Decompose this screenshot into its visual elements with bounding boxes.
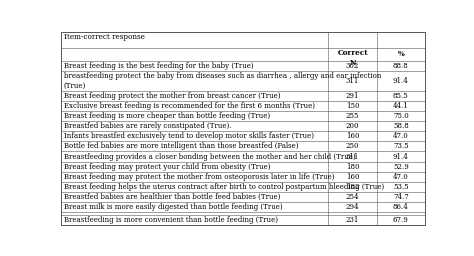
Text: 73.5: 73.5 [393,142,409,151]
Text: Infants breastfed exclusively tend to develop motor skills faster (True): Infants breastfed exclusively tend to de… [64,132,314,140]
Text: 74.7: 74.7 [393,193,409,201]
Text: Breast feeding is more cheaper than bottle feeding (True): Breast feeding is more cheaper than bott… [64,112,270,120]
Text: 160: 160 [346,173,359,181]
Text: Breast milk is more easily digested than bottle feeding (True): Breast milk is more easily digested than… [64,203,283,211]
Text: Breastfeeding provides a closer bonding between the mother and her child (True): Breastfeeding provides a closer bonding … [64,153,356,161]
Text: Bottle fed babies are more intelligent than those breastfed (False): Bottle fed babies are more intelligent t… [64,142,298,151]
Text: 291: 291 [346,92,359,100]
Text: 47.0: 47.0 [393,132,409,140]
Text: 150: 150 [346,102,359,110]
Text: 302: 302 [346,62,359,70]
Text: Breast feeding helps the uterus contract after birth to control postpartum bleed: Breast feeding helps the uterus contract… [64,183,384,191]
Text: 255: 255 [346,112,359,120]
Text: Item-correct response: Item-correct response [64,33,145,41]
Text: 47.0: 47.0 [393,173,409,181]
Text: Breastfeeding is more convenient than bottle feeding (True): Breastfeeding is more convenient than bo… [64,216,278,224]
Text: 67.9: 67.9 [393,216,409,224]
Text: 44.1: 44.1 [393,102,409,110]
Text: 294: 294 [346,203,359,211]
Text: Exclusive breast feeding is recommended for the first 6 months (True): Exclusive breast feeding is recommended … [64,102,315,110]
Text: 58.8: 58.8 [393,122,409,130]
Text: 52.9: 52.9 [393,163,409,171]
Text: 86.4: 86.4 [393,203,409,211]
Text: 311: 311 [346,153,359,161]
Text: Correct
N: Correct N [337,49,368,67]
Text: Breast feeding is the best feeding for the baby (True): Breast feeding is the best feeding for t… [64,62,253,70]
Text: 254: 254 [346,193,359,201]
Text: 250: 250 [346,142,359,151]
Text: Breast feeding may protect the mother from osteoporosis later in life (True): Breast feeding may protect the mother fr… [64,173,334,181]
Text: 200: 200 [346,122,359,130]
Text: %: % [397,50,404,58]
Text: 75.0: 75.0 [393,112,409,120]
Text: Breastfed babies are healthier than bottle feed babies (True): Breastfed babies are healthier than bott… [64,193,280,201]
Text: 85.5: 85.5 [393,92,409,100]
Text: 160: 160 [346,132,359,140]
Text: Breast feeding protect the mother from breast cancer (True): Breast feeding protect the mother from b… [64,92,280,100]
Text: 88.8: 88.8 [393,62,409,70]
Text: 91.4: 91.4 [393,153,409,161]
Text: 182: 182 [346,183,359,191]
Text: 231: 231 [346,216,359,224]
Text: Breastfed babies are rarely constipated (True).: Breastfed babies are rarely constipated … [64,122,231,130]
Text: Breast feeding may protect your child from obesity (True): Breast feeding may protect your child fr… [64,163,270,171]
Text: 311: 311 [346,77,359,85]
Text: 53.5: 53.5 [393,183,409,191]
Text: 180: 180 [346,163,359,171]
Text: breastfeeding protect the baby from diseases such as diarrhea , allergy and ear : breastfeeding protect the baby from dise… [64,72,381,90]
Text: 91.4: 91.4 [393,77,409,85]
